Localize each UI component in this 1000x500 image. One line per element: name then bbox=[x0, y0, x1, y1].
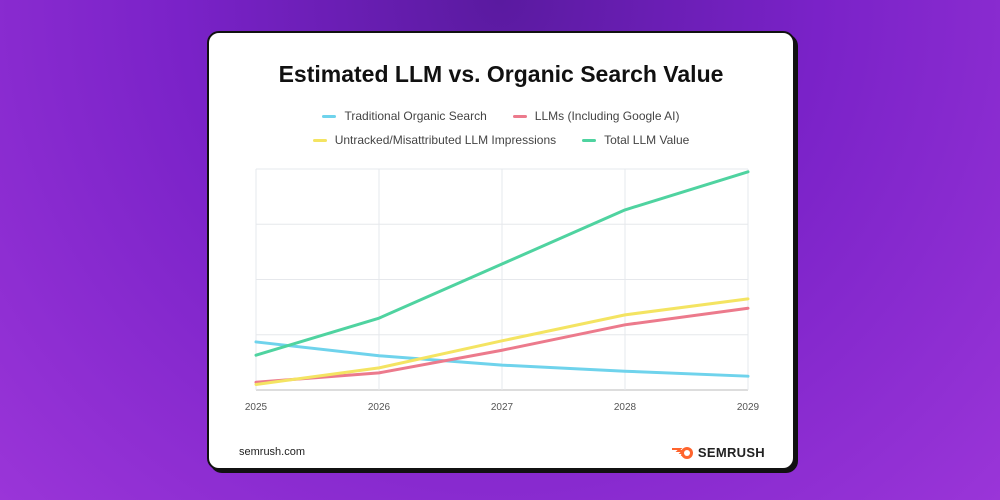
legend-label: Total LLM Value bbox=[604, 133, 690, 147]
legend-item: Total LLM Value bbox=[582, 133, 689, 147]
logo-text: SEMRUSH bbox=[697, 445, 765, 460]
legend-row-2: Untracked/Misattributed LLM Impressions … bbox=[209, 133, 793, 147]
chart-title: Estimated LLM vs. Organic Search Value bbox=[278, 61, 724, 87]
legend-label: Untracked/Misattributed LLM Impressions bbox=[334, 133, 557, 147]
legend-item: Untracked/Misattributed LLM Impressions bbox=[312, 133, 557, 147]
legend-swatch bbox=[512, 114, 527, 118]
x-tick-label: 2025 bbox=[245, 402, 268, 413]
chart-card: Estimated LLM vs. Organic Search Value T… bbox=[207, 31, 795, 470]
legend-row-1: Traditional Organic Search LLMs (Includi… bbox=[209, 109, 793, 123]
legend-swatch bbox=[312, 138, 327, 142]
legend-swatch bbox=[582, 138, 597, 142]
legend-item: Traditional Organic Search bbox=[322, 109, 487, 123]
semrush-flame-icon bbox=[671, 446, 693, 459]
line-chart: 2025 2026 2027 2028 2029 bbox=[245, 168, 760, 413]
legend-swatch bbox=[322, 114, 337, 118]
legend-label: Traditional Organic Search bbox=[344, 109, 487, 123]
semrush-logo: SEMRUSH bbox=[671, 445, 765, 460]
x-tick-label: 2027 bbox=[491, 402, 514, 413]
x-tick-label: 2029 bbox=[737, 402, 760, 413]
source-text: semrush.com bbox=[239, 446, 306, 458]
legend-label: LLMs (Including Google AI) bbox=[534, 109, 680, 123]
legend-item: LLMs (Including Google AI) bbox=[512, 109, 680, 123]
x-tick-label: 2028 bbox=[614, 402, 637, 413]
x-tick-label: 2026 bbox=[368, 402, 391, 413]
